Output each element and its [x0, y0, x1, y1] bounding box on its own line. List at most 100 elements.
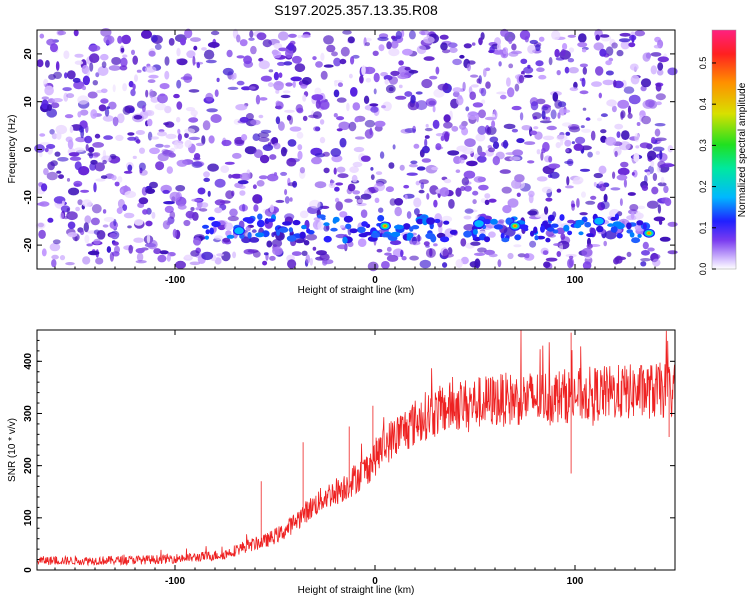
noise-cell: [84, 215, 92, 224]
noise-cell: [258, 60, 270, 70]
noise-cell: [463, 170, 476, 179]
noise-cell: [90, 217, 100, 226]
noise-cell: [654, 128, 661, 137]
noise-cell: [611, 105, 617, 113]
signal-cell: [402, 223, 411, 230]
noise-cell: [207, 163, 219, 172]
noise-cell: [111, 57, 122, 65]
noise-cell: [664, 197, 672, 207]
noise-cell: [108, 65, 121, 71]
signal-cell: [332, 216, 340, 223]
noise-cell: [650, 160, 655, 167]
noise-cell: [385, 84, 396, 94]
noise-cell: [667, 250, 678, 255]
y-tick-label: 200: [23, 457, 34, 474]
noise-cell: [410, 94, 416, 104]
noise-cell: [103, 35, 115, 45]
noise-cell: [488, 231, 496, 238]
colorbar-ticks: 0.0 0.1 0.2 0.3 0.4 0.5: [698, 57, 716, 275]
noise-cell: [369, 103, 379, 107]
noise-cell: [195, 142, 204, 147]
noise-cell: [151, 211, 156, 219]
noise-cell: [256, 180, 265, 187]
noise-cell: [536, 176, 548, 182]
noise-cell: [502, 205, 512, 214]
noise-cell: [421, 145, 430, 154]
noise-cell: [197, 187, 206, 195]
noise-cell: [651, 136, 656, 143]
signal-cell: [584, 221, 592, 228]
noise-cell: [176, 47, 181, 57]
signal-peak: [513, 224, 517, 228]
noise-cell: [390, 70, 400, 76]
noise-cell: [565, 148, 570, 153]
noise-cell: [284, 109, 295, 113]
noise-cell: [102, 159, 107, 165]
noise-cell: [49, 242, 61, 252]
x-tick-label: 0: [372, 275, 378, 286]
noise-cell: [248, 37, 255, 41]
signal-cell: [202, 224, 209, 229]
noise-cell: [164, 70, 170, 80]
noise-cell: [145, 89, 149, 98]
noise-cell: [74, 60, 84, 65]
noise-cell: [253, 149, 263, 159]
noise-cell: [45, 60, 50, 68]
noise-cell: [582, 261, 592, 270]
noise-cell: [489, 46, 495, 53]
noise-cell: [612, 171, 616, 179]
noise-cell: [627, 192, 636, 196]
noise-cell: [459, 54, 465, 59]
noise-cell: [497, 259, 502, 268]
noise-cell: [564, 139, 572, 147]
noise-cell: [47, 217, 54, 223]
signal-cell: [534, 235, 539, 241]
noise-cell: [425, 248, 436, 258]
noise-cell: [142, 209, 148, 215]
noise-cell: [101, 88, 108, 94]
noise-cell: [473, 176, 485, 183]
noise-cell: [395, 30, 402, 40]
noise-cell: [544, 206, 549, 215]
noise-cell: [92, 152, 101, 157]
noise-cell: [460, 256, 469, 265]
noise-cell: [605, 136, 617, 146]
noise-cell: [260, 75, 272, 82]
noise-cell: [408, 30, 416, 40]
noise-cell: [415, 91, 423, 95]
noise-cell: [334, 186, 340, 192]
noise-cell: [476, 78, 481, 84]
noise-cell: [452, 58, 462, 66]
noise-cell: [299, 167, 305, 174]
noise-cell: [451, 125, 459, 132]
noise-cell: [529, 240, 537, 248]
noise-cell: [284, 196, 290, 204]
noise-cell: [568, 126, 581, 133]
signal-cell: [586, 233, 594, 238]
signal-cell: [211, 221, 221, 228]
noise-cell: [128, 80, 134, 88]
noise-cell: [73, 183, 81, 187]
noise-cell: [256, 32, 267, 41]
noise-cell: [433, 243, 438, 247]
noise-cell: [191, 198, 203, 202]
noise-cell: [636, 122, 641, 126]
noise-cell: [127, 225, 132, 229]
noise-cell: [346, 102, 350, 112]
noise-cell: [667, 221, 678, 227]
noise-cell: [654, 123, 666, 127]
noise-cell: [650, 65, 657, 75]
noise-cell: [442, 248, 449, 258]
noise-cell: [190, 207, 195, 211]
noise-cell: [481, 99, 486, 104]
noise-cell: [506, 77, 511, 87]
noise-cell: [641, 115, 651, 125]
noise-cell: [502, 139, 509, 149]
noise-cell: [150, 136, 159, 140]
noise-cell: [519, 112, 524, 121]
noise-cell: [202, 120, 211, 131]
signal-cell: [345, 223, 352, 230]
noise-cell: [349, 73, 353, 79]
noise-cell: [579, 63, 589, 68]
noise-cell: [619, 32, 632, 37]
